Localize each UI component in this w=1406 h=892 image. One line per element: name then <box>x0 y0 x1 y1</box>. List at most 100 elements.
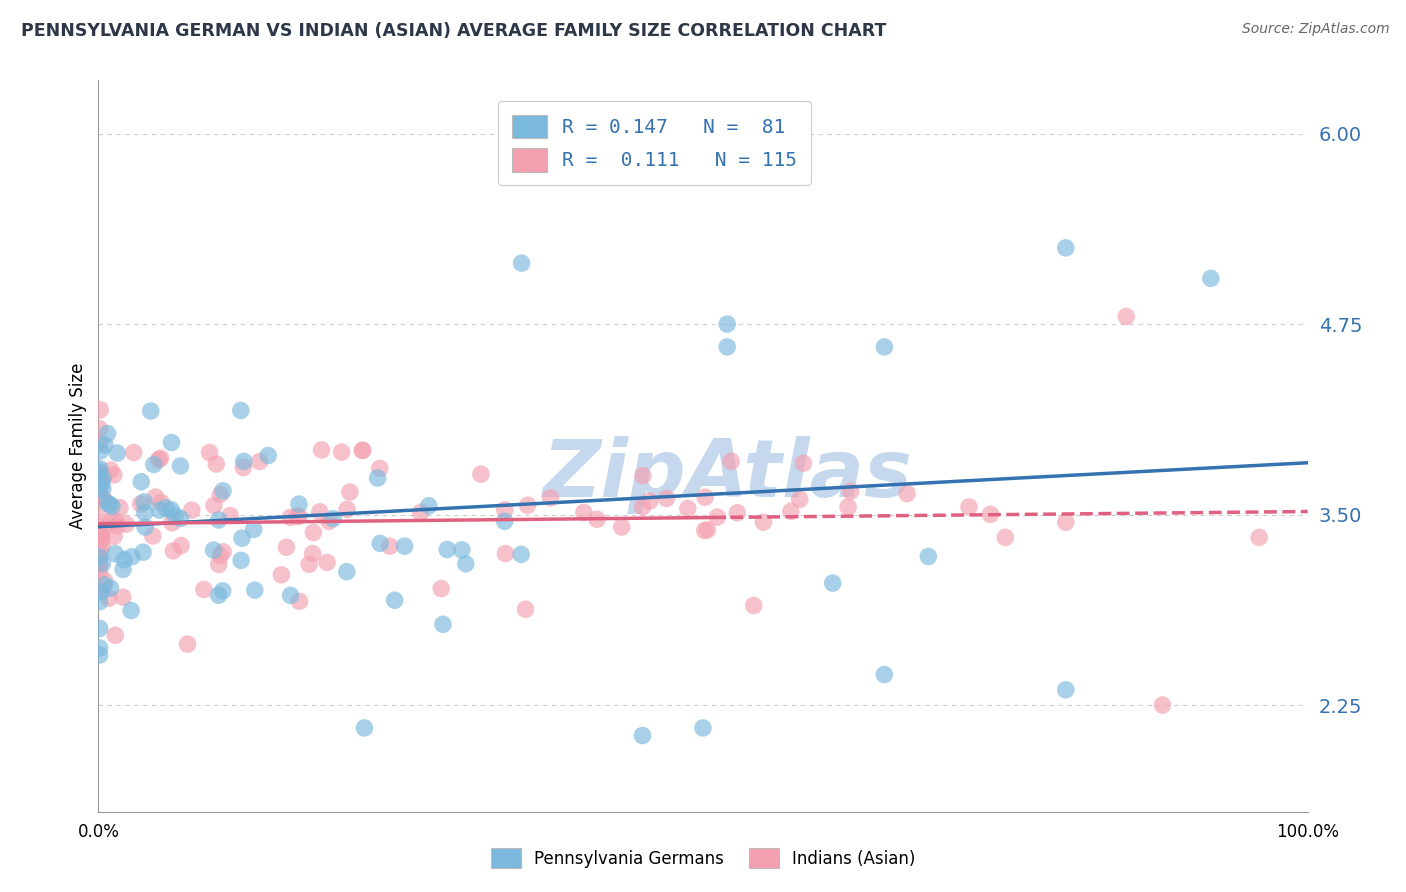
Point <box>994 530 1017 544</box>
Point <box>1152 698 1174 712</box>
Point <box>176 637 198 651</box>
Point <box>160 516 183 530</box>
Point <box>316 556 339 570</box>
Point <box>353 721 375 735</box>
Point <box>720 454 742 468</box>
Point <box>145 490 167 504</box>
Point <box>155 500 177 515</box>
Point <box>725 506 748 520</box>
Point <box>696 523 718 537</box>
Point <box>1054 241 1077 255</box>
Point <box>378 539 401 553</box>
Point <box>89 549 111 564</box>
Point <box>631 468 654 483</box>
Point <box>104 628 127 642</box>
Point <box>540 491 562 505</box>
Point <box>90 443 112 458</box>
Point <box>1249 530 1271 544</box>
Point <box>367 471 389 485</box>
Point <box>89 595 111 609</box>
Text: ZipAtlas: ZipAtlas <box>543 436 912 515</box>
Point <box>160 503 183 517</box>
Point <box>242 523 264 537</box>
Point <box>105 519 128 533</box>
Point <box>212 545 235 559</box>
Point <box>149 503 172 517</box>
Point <box>631 500 654 514</box>
Point <box>90 529 112 543</box>
Point <box>129 475 152 489</box>
Point <box>162 544 184 558</box>
Point <box>706 510 728 524</box>
Point <box>470 467 492 482</box>
Point <box>330 445 353 459</box>
Point <box>1054 682 1077 697</box>
Y-axis label: Average Family Size: Average Family Size <box>69 363 87 529</box>
Point <box>103 529 125 543</box>
Point <box>322 511 344 525</box>
Point <box>839 484 862 499</box>
Point <box>94 438 117 452</box>
Point <box>510 256 533 270</box>
Point <box>134 506 156 520</box>
Point <box>98 497 121 511</box>
Point <box>352 443 374 458</box>
Point <box>150 495 173 509</box>
Point <box>100 515 122 529</box>
Point <box>93 491 115 506</box>
Point <box>516 498 538 512</box>
Point <box>209 487 232 501</box>
Point <box>873 340 896 354</box>
Point <box>89 422 111 436</box>
Point <box>821 576 844 591</box>
Point <box>149 451 172 466</box>
Point <box>219 508 242 523</box>
Point <box>89 461 111 475</box>
Point <box>394 539 416 553</box>
Point <box>112 562 135 576</box>
Point <box>792 456 814 470</box>
Point <box>302 525 325 540</box>
Point <box>494 547 516 561</box>
Point <box>93 469 115 483</box>
Point <box>160 435 183 450</box>
Point <box>231 531 253 545</box>
Point <box>384 593 406 607</box>
Point <box>90 585 112 599</box>
Point <box>91 471 114 485</box>
Point <box>89 467 111 482</box>
Point <box>436 542 458 557</box>
Point <box>115 517 138 532</box>
Point <box>89 566 111 580</box>
Point <box>132 545 155 559</box>
Point <box>93 578 115 592</box>
Point <box>105 446 128 460</box>
Point <box>91 482 114 496</box>
Point <box>368 536 391 550</box>
Point <box>229 553 252 567</box>
Point <box>90 468 112 483</box>
Point <box>212 483 235 498</box>
Point <box>139 404 162 418</box>
Point <box>209 549 232 563</box>
Point <box>89 483 111 497</box>
Point <box>432 617 454 632</box>
Point <box>249 454 271 468</box>
Point <box>112 552 135 566</box>
Point <box>288 594 311 608</box>
Point <box>96 426 118 441</box>
Point <box>693 490 716 504</box>
Point <box>280 510 302 524</box>
Point <box>494 514 516 528</box>
Point <box>257 449 280 463</box>
Point <box>752 515 775 529</box>
Point <box>655 491 678 506</box>
Point <box>89 519 111 533</box>
Point <box>232 454 254 468</box>
Point <box>89 582 111 597</box>
Point <box>418 499 440 513</box>
Point <box>957 500 980 514</box>
Point <box>638 494 661 508</box>
Point <box>91 528 114 542</box>
Point <box>89 464 111 478</box>
